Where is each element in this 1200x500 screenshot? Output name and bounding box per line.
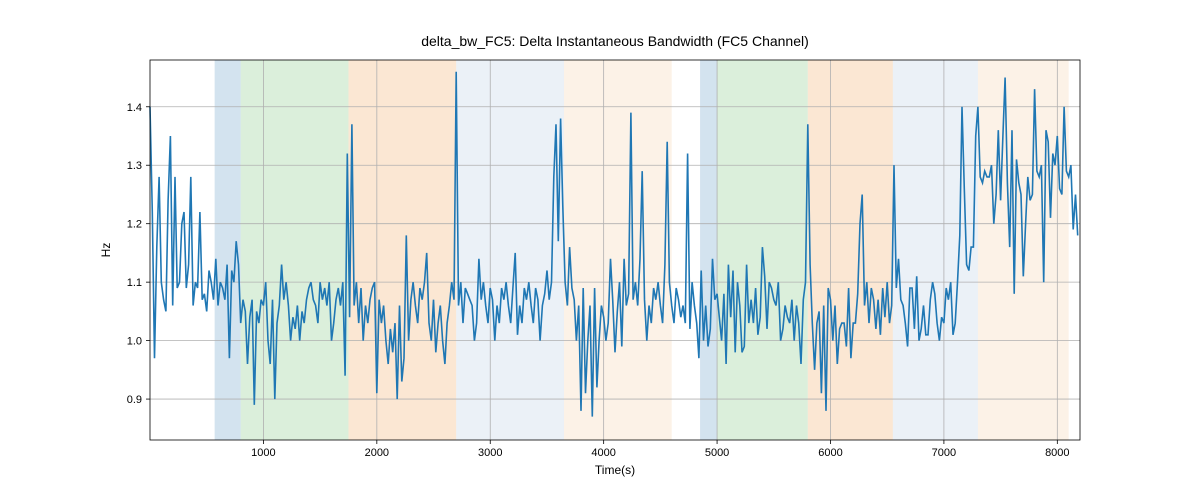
region-band <box>893 60 978 440</box>
ytick-label: 1.4 <box>127 102 142 114</box>
xtick-label: 6000 <box>818 447 842 459</box>
xtick-label: 2000 <box>365 447 389 459</box>
region-band <box>348 60 456 440</box>
region-band <box>700 60 717 440</box>
ytick-label: 1.2 <box>127 219 142 231</box>
xtick-label: 1000 <box>251 447 275 459</box>
region-band <box>456 60 564 440</box>
xtick-label: 7000 <box>932 447 956 459</box>
xtick-label: 8000 <box>1045 447 1069 459</box>
ytick-label: 1.3 <box>127 160 142 172</box>
xtick-label: 3000 <box>478 447 502 459</box>
ylabel: Hz <box>99 243 113 258</box>
ytick-label: 1.1 <box>127 277 142 289</box>
chart-container: 1000 2000 3000 4000 5000 6000 7000 8000 0.9 1.0 1.… <box>0 0 1200 500</box>
chart-title: delta_bw_FC5: Delta Instantaneous Bandwi… <box>421 33 809 49</box>
xtick-label: 4000 <box>591 447 615 459</box>
region-band <box>241 60 349 440</box>
xtick-label: 5000 <box>705 447 729 459</box>
line-chart: 1000 2000 3000 4000 5000 6000 7000 8000 0.9 1.0 1.… <box>0 0 1200 500</box>
xlabel: Time(s) <box>595 463 635 477</box>
ytick-label: 1.0 <box>127 336 142 348</box>
ytick-label: 0.9 <box>127 394 142 406</box>
